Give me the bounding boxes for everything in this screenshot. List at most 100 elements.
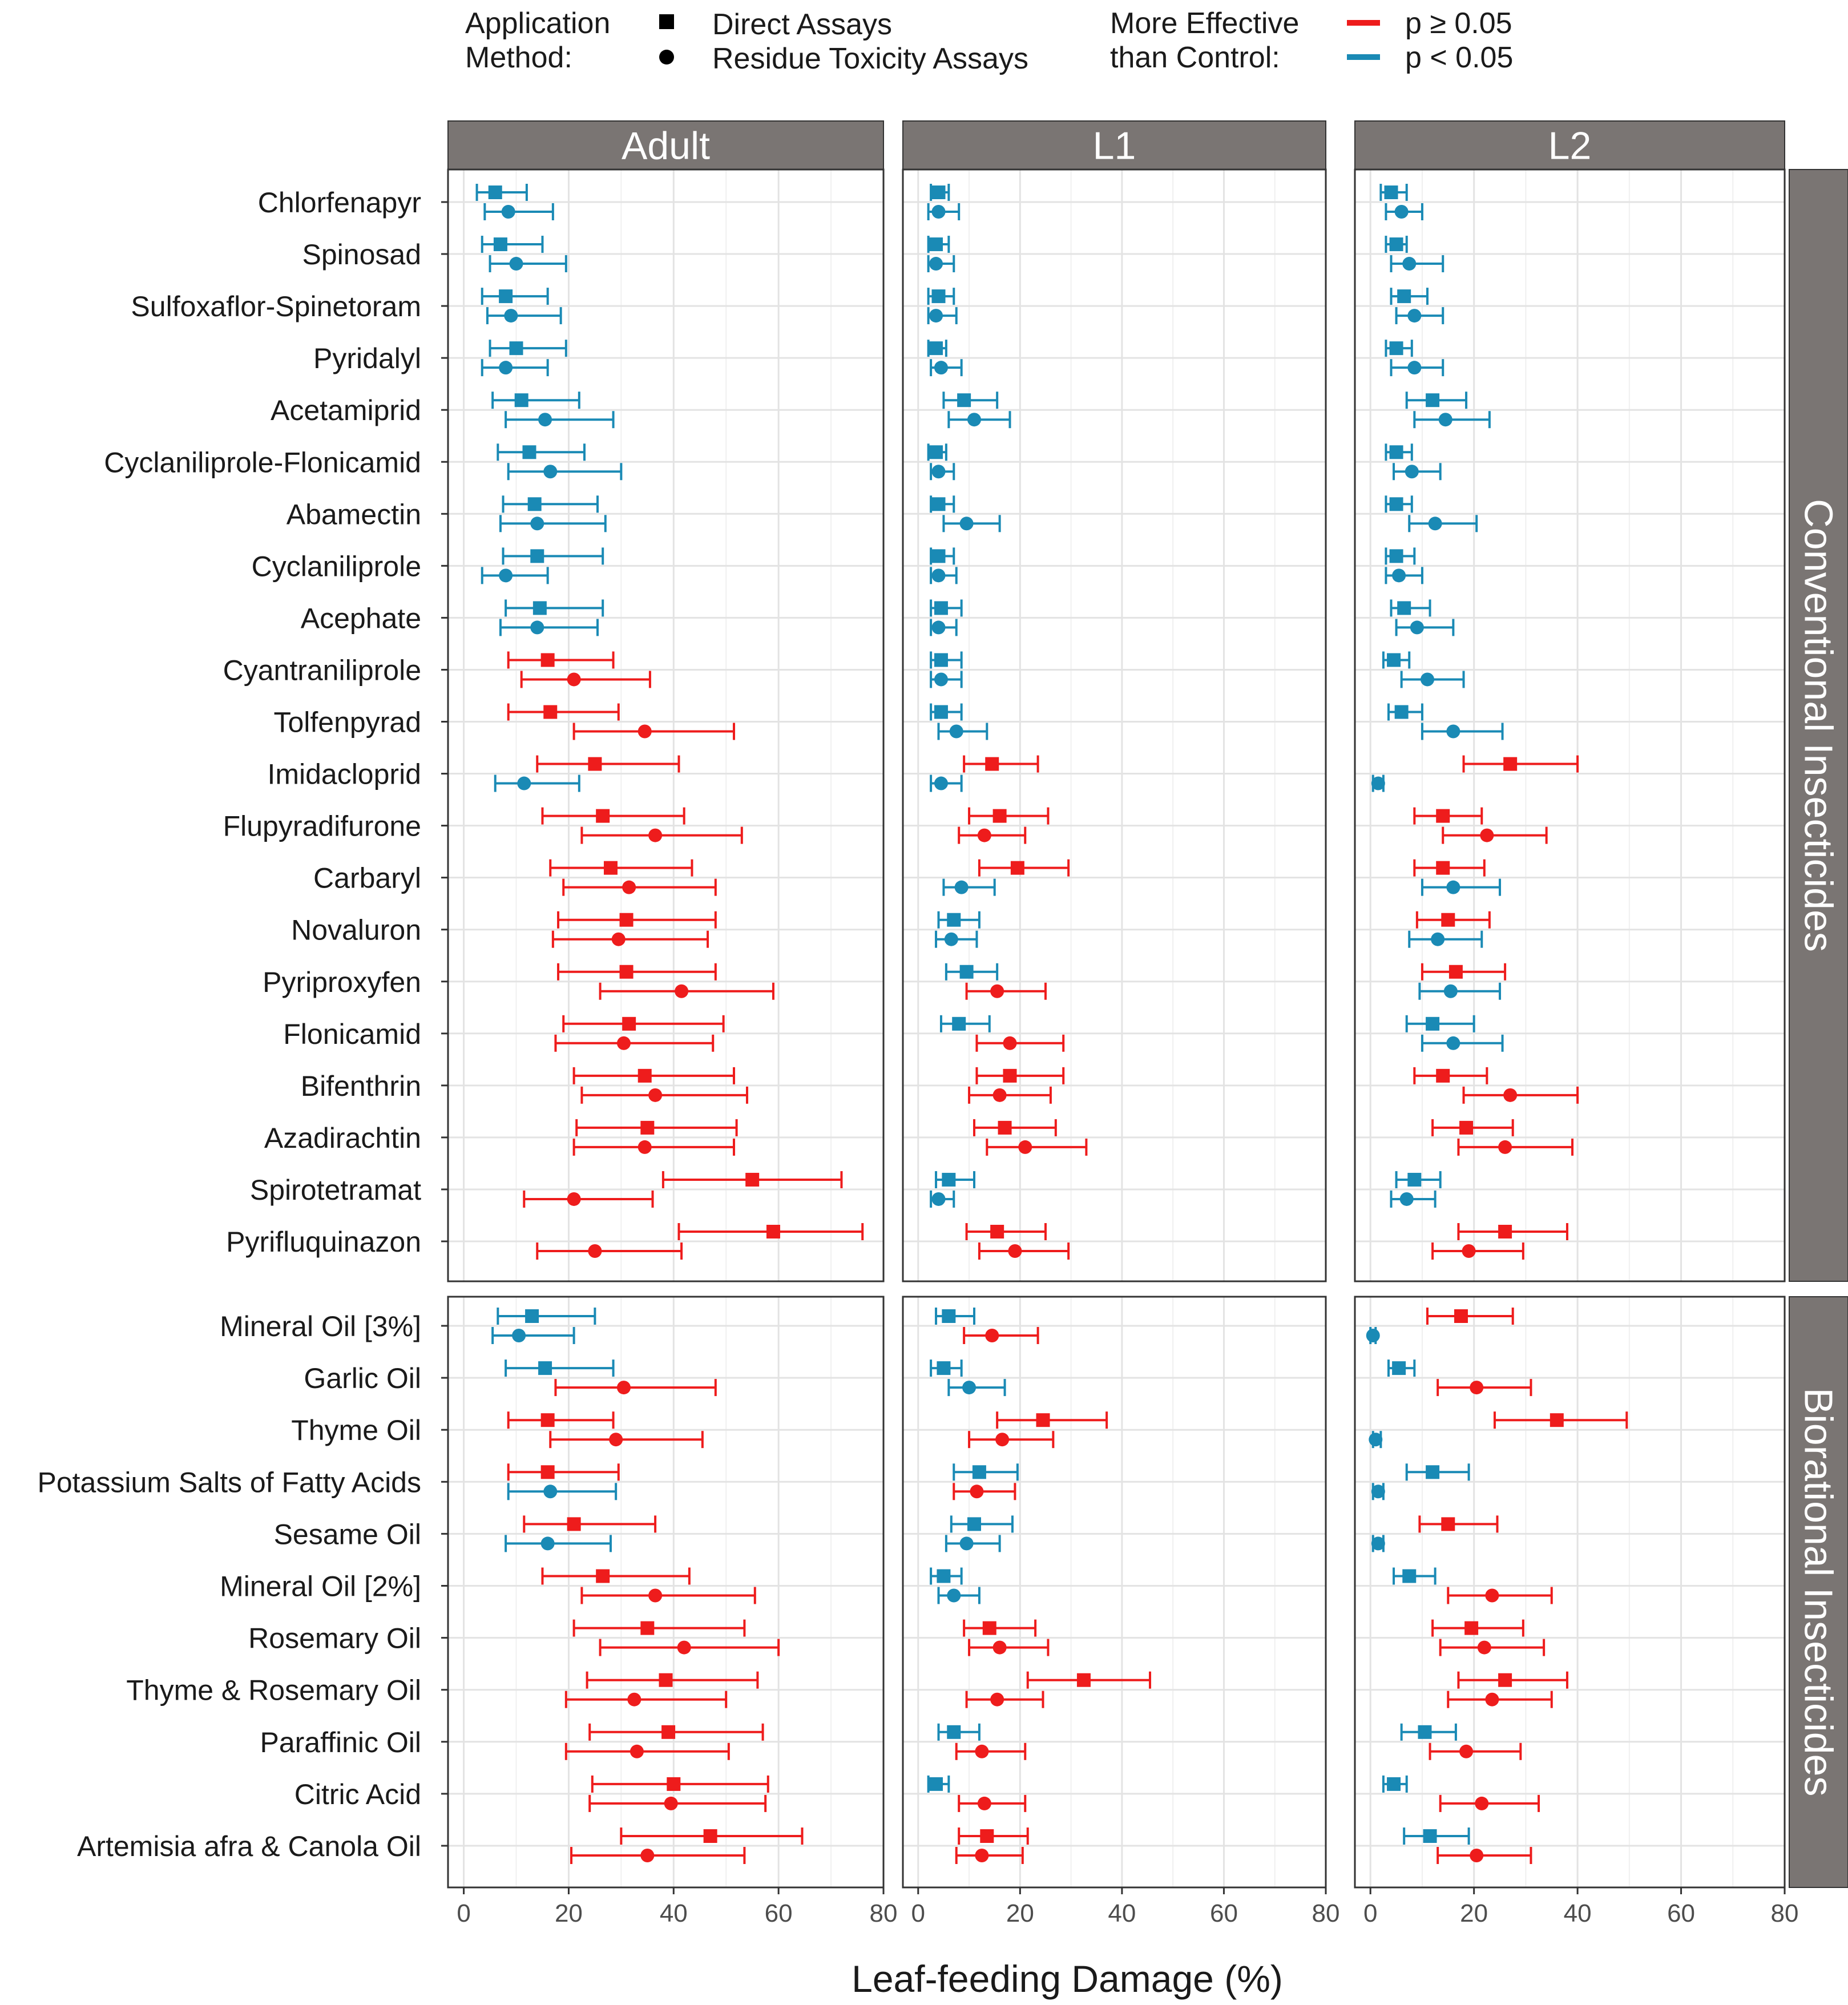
point-flonicamid-residue	[1446, 1036, 1460, 1050]
panel-border	[902, 1296, 1327, 1889]
x-tick-label: 60	[1210, 1899, 1238, 1927]
treatment-label-bifenthrin: Bifenthrin	[301, 1070, 421, 1102]
point-tolfenpyrad-residue	[1446, 724, 1460, 739]
point-bifenthrin-direct	[637, 1068, 652, 1083]
point-pyridalyl-direct	[1389, 341, 1403, 356]
treatment-label-abamectin: Abamectin	[287, 498, 421, 530]
point-carbaryl-direct	[603, 861, 618, 875]
point-garlic-oil-residue	[962, 1381, 977, 1395]
point-novaluron-direct	[619, 913, 634, 927]
point-novaluron-direct	[947, 913, 961, 927]
treatment-label-spirotetramat: Spirotetramat	[250, 1174, 421, 1206]
point-acetamiprid-direct	[957, 393, 971, 408]
point-cyclaniliprole-flonicamid-direct	[522, 445, 536, 459]
point-abamectin-direct	[931, 497, 946, 511]
panel-biorational-insecticides-l2: 0 20 40 60 80	[1354, 1296, 1798, 1927]
point-spinosad-direct	[929, 237, 943, 252]
treatment-label-garlic-oil: Garlic Oil	[304, 1362, 421, 1394]
point-imidacloprid-residue	[934, 776, 948, 790]
point-sesame-oil-direct	[567, 1517, 581, 1531]
point-pyridalyl-direct	[509, 341, 523, 356]
point-sesame-oil-residue	[959, 1536, 974, 1551]
point-acephate-residue	[530, 620, 544, 635]
point-artemisia-afra-canola-oil-residue	[640, 1849, 655, 1862]
point-azadirachtin-direct	[998, 1120, 1012, 1135]
point-sulfoxaflor-spinetoram-residue	[504, 309, 518, 323]
point-cyantraniliprole-residue	[567, 672, 581, 687]
panel-biorational-insecticides-adult: 0 20 40 60 80	[447, 1296, 897, 1927]
point-mineral-oil-2-direct	[1402, 1569, 1417, 1583]
panel-conventional-insecticides-adult	[447, 168, 885, 1282]
x-tick-label: 60	[1667, 1899, 1695, 1927]
x-tick-label: 40	[1564, 1899, 1592, 1927]
x-tick-label: 0	[1363, 1899, 1377, 1927]
point-flupyradifurone-direct	[992, 809, 1007, 823]
panel-background	[448, 170, 883, 1281]
treatment-label-cyclaniliprole: Cyclaniliprole	[252, 550, 421, 582]
point-pyriproxyfen-residue	[990, 984, 1004, 998]
point-novaluron-residue	[944, 932, 958, 946]
panel-conventional-insecticides-l2	[1354, 168, 1786, 1282]
point-rosemary-oil-residue	[677, 1640, 691, 1655]
panel-background	[903, 1297, 1326, 1887]
point-citric-acid-residue	[1475, 1796, 1489, 1810]
plot-panels: 0 20 40 60 80 0 20 40 60 80 0 20 40 60 80	[447, 168, 1798, 1927]
point-garlic-oil-direct	[538, 1361, 552, 1375]
point-spinosad-residue	[929, 257, 943, 271]
point-cyantraniliprole-direct	[540, 653, 555, 667]
point-imidacloprid-direct	[588, 757, 602, 771]
point-pyriproxyfen-direct	[1448, 965, 1463, 979]
point-mineral-oil-2-direct	[596, 1569, 610, 1583]
point-paraffinic-oil-residue	[1459, 1744, 1474, 1758]
point-cyclaniliprole-residue	[499, 568, 513, 583]
point-acephate-residue	[1410, 620, 1424, 635]
point-spirotetramat-direct	[745, 1172, 760, 1187]
point-spirotetramat-residue	[931, 1192, 946, 1206]
point-mineral-oil-3-direct	[942, 1309, 956, 1323]
point-imidacloprid-direct	[1503, 757, 1518, 771]
point-acephate-direct	[1397, 601, 1411, 615]
point-spinosad-residue	[1402, 257, 1417, 271]
point-pyrifluquinazon-residue	[1008, 1244, 1022, 1258]
point-rosemary-oil-residue	[992, 1640, 1007, 1655]
point-flonicamid-residue	[1003, 1036, 1017, 1050]
point-azadirachtin-residue	[637, 1140, 652, 1154]
point-artemisia-afra-canola-oil-direct	[703, 1829, 717, 1843]
panel-background	[1355, 170, 1785, 1281]
treatment-label-chlorfenapyr: Chlorfenapyr	[258, 187, 421, 219]
point-chlorfenapyr-residue	[501, 205, 515, 219]
treatment-label-tolfenpyrad: Tolfenpyrad	[274, 707, 422, 739]
point-citric-acid-direct	[1387, 1777, 1401, 1791]
legend-circle-symbol	[659, 50, 674, 64]
point-azadirachtin-residue	[1498, 1140, 1512, 1154]
panel-strip-label-adult: Adult	[622, 124, 710, 168]
point-sesame-oil-residue	[1371, 1536, 1385, 1551]
treatment-label-pyriproxyfen: Pyriproxyfen	[263, 966, 421, 998]
point-bifenthrin-direct	[1003, 1068, 1017, 1083]
point-flupyradifurone-direct	[596, 809, 610, 823]
point-abamectin-direct	[1389, 497, 1403, 511]
point-pyrifluquinazon-direct	[1498, 1225, 1512, 1238]
point-citric-acid-residue	[977, 1796, 991, 1810]
panel-strip-l2	[1354, 120, 1785, 170]
point-tolfenpyrad-direct	[543, 705, 558, 719]
point-spirotetramat-residue	[1399, 1192, 1414, 1206]
point-mineral-oil-2-residue	[1485, 1588, 1499, 1603]
point-acetamiprid-direct	[514, 393, 528, 408]
legend-method-item-residue: Residue Toxicity Assays	[712, 42, 1028, 75]
point-tolfenpyrad-direct	[934, 705, 948, 719]
point-chlorfenapyr-direct	[488, 185, 502, 199]
treatment-label-acephate: Acephate	[301, 602, 421, 634]
panel-background	[448, 1297, 883, 1887]
point-thyme-oil-residue	[609, 1433, 623, 1447]
point-cyclaniliprole-direct	[1389, 549, 1403, 563]
panel-strip-label-l1: L1	[1093, 124, 1136, 168]
point-mineral-oil-3-residue	[512, 1329, 526, 1342]
legend: Application Method: Direct Assays Residu…	[465, 7, 1513, 75]
point-pyridalyl-residue	[934, 361, 948, 375]
treatment-label-paraffinic-oil: Paraffinic Oil	[260, 1726, 421, 1758]
point-abamectin-direct	[527, 497, 542, 511]
point-bifenthrin-direct	[1436, 1068, 1450, 1083]
point-imidacloprid-direct	[985, 757, 999, 771]
panel-border	[1354, 1296, 1786, 1889]
